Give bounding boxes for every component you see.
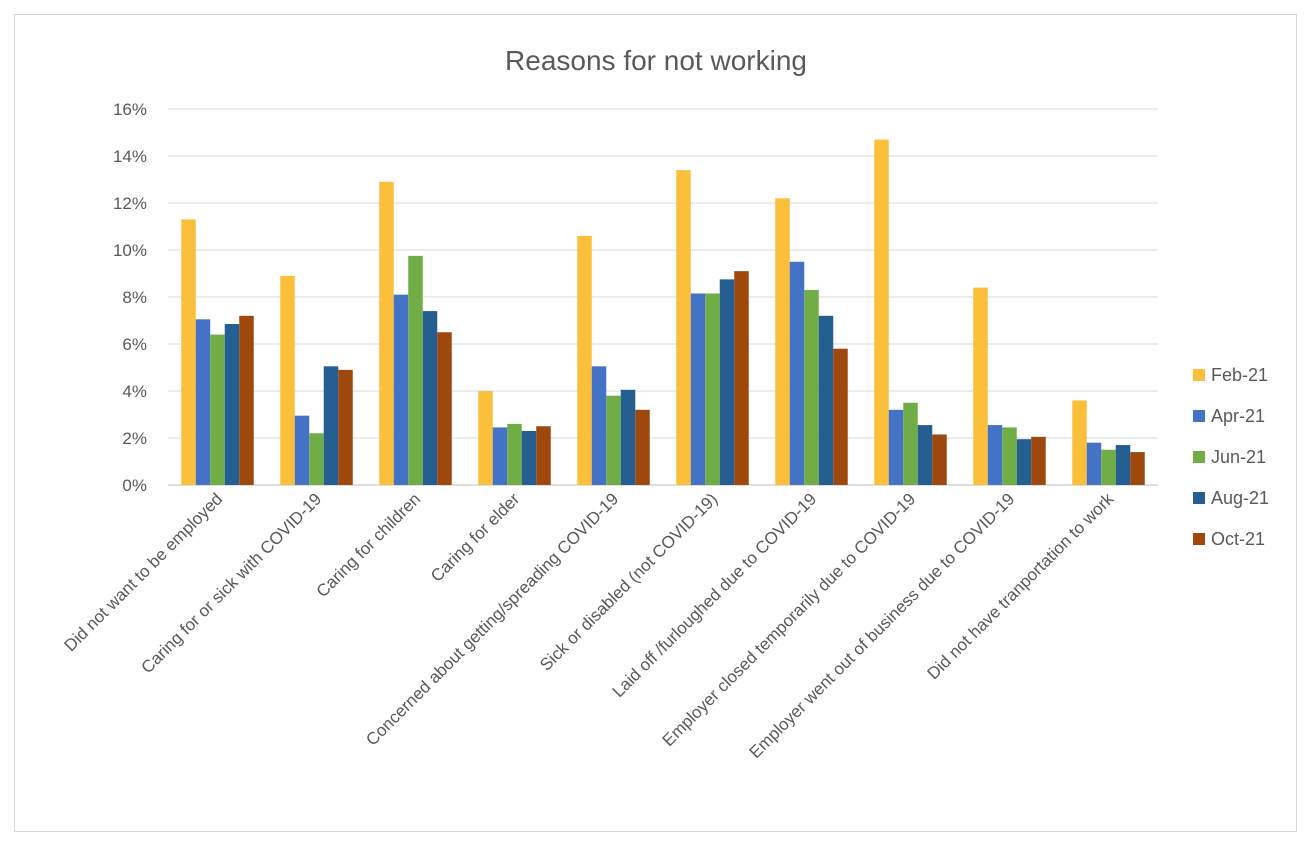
y-tick-label: 16% xyxy=(113,100,147,119)
bar-jun-21 xyxy=(507,423,522,485)
bar-apr-21 xyxy=(789,261,805,485)
bar-jun-21 xyxy=(804,289,819,485)
chart-frame xyxy=(14,14,1297,832)
x-tick-label: Caring for or sick with COVID-19 xyxy=(138,489,326,677)
bar-feb-21 xyxy=(478,391,493,485)
chart-title: Reasons for not working xyxy=(505,45,807,76)
bar-oct-21 xyxy=(932,434,947,485)
bar-apr-21 xyxy=(987,425,1003,485)
gridlines: 0% 2% 4% 6% 8% 10% 12% 14% 16% xyxy=(113,100,1158,495)
legend-label: Apr-21 xyxy=(1211,406,1265,426)
bar-feb-21 xyxy=(775,198,790,486)
bar-oct-21 xyxy=(239,315,254,485)
bar-feb-21 xyxy=(676,170,691,485)
bar-oct-21 xyxy=(437,332,452,485)
bar-oct-21 xyxy=(1031,436,1046,485)
bar-oct-21 xyxy=(338,369,353,485)
bar-apr-21 xyxy=(393,294,409,485)
bar-feb-21 xyxy=(973,287,988,485)
bar-aug-21 xyxy=(620,389,636,485)
x-tick-label: Caring for children xyxy=(313,489,425,601)
bar-feb-21 xyxy=(577,235,592,485)
bar-apr-21 xyxy=(690,293,706,485)
y-tick-label: 0% xyxy=(122,476,147,495)
bar-apr-21 xyxy=(492,427,508,485)
bar-feb-21 xyxy=(379,181,394,485)
bar-apr-21 xyxy=(888,409,904,485)
bar-oct-21 xyxy=(536,426,551,485)
legend-swatch xyxy=(1193,369,1205,381)
bar-apr-21 xyxy=(195,319,211,485)
bar-aug-21 xyxy=(224,324,240,485)
y-tick-label: 8% xyxy=(122,288,147,307)
bar-apr-21 xyxy=(1086,442,1102,485)
x-tick-label: Laid off /furloughed due to COVID-19 xyxy=(609,489,821,701)
bars xyxy=(181,139,1145,486)
bar-oct-21 xyxy=(833,348,848,485)
bar-aug-21 xyxy=(1016,439,1032,485)
y-tick-label: 4% xyxy=(122,382,147,401)
x-tick-label: Did not want to be employed xyxy=(61,489,227,655)
x-tick-label: Caring for elder xyxy=(427,489,524,586)
bar-oct-21 xyxy=(635,409,650,485)
bar-oct-21 xyxy=(1130,452,1145,485)
bar-oct-21 xyxy=(734,271,749,485)
bar-jun-21 xyxy=(309,433,324,485)
bar-aug-21 xyxy=(917,425,933,485)
y-tick-label: 10% xyxy=(113,241,147,260)
bar-feb-21 xyxy=(874,139,889,486)
x-tick-label: Did not have tranportation to work xyxy=(923,489,1117,683)
bar-jun-21 xyxy=(210,334,225,485)
legend-label: Jun-21 xyxy=(1211,447,1266,467)
bar-feb-21 xyxy=(181,219,196,485)
bar-apr-21 xyxy=(591,366,607,485)
bar-jun-21 xyxy=(606,395,621,485)
bar-aug-21 xyxy=(1115,445,1131,485)
bar-jun-21 xyxy=(1101,449,1116,485)
y-tick-label: 14% xyxy=(113,147,147,166)
bar-aug-21 xyxy=(323,366,339,485)
bar-aug-21 xyxy=(521,430,537,485)
bar-feb-21 xyxy=(1072,400,1087,485)
legend-swatch xyxy=(1193,451,1205,463)
bar-jun-21 xyxy=(408,255,423,485)
legend-swatch xyxy=(1193,492,1205,504)
bar-aug-21 xyxy=(818,315,834,485)
y-tick-label: 12% xyxy=(113,194,147,213)
legend-swatch xyxy=(1193,533,1205,545)
legend: Feb-21 Apr-21 Jun-21 Aug-21 Oct-21 xyxy=(1193,365,1269,549)
x-tick-label: Sick or disabled (not COVID-19) xyxy=(536,489,721,674)
legend-label: Oct-21 xyxy=(1211,529,1265,549)
legend-label: Aug-21 xyxy=(1211,488,1269,508)
bar-jun-21 xyxy=(1002,427,1017,485)
bar-jun-21 xyxy=(705,293,720,485)
bar-apr-21 xyxy=(294,415,310,485)
y-tick-label: 2% xyxy=(122,429,147,448)
bar-jun-21 xyxy=(903,402,918,485)
bar-aug-21 xyxy=(719,279,735,485)
bar-feb-21 xyxy=(280,275,295,485)
bar-aug-21 xyxy=(422,311,438,485)
legend-label: Feb-21 xyxy=(1211,365,1268,385)
y-tick-label: 6% xyxy=(122,335,147,354)
legend-swatch xyxy=(1193,410,1205,422)
